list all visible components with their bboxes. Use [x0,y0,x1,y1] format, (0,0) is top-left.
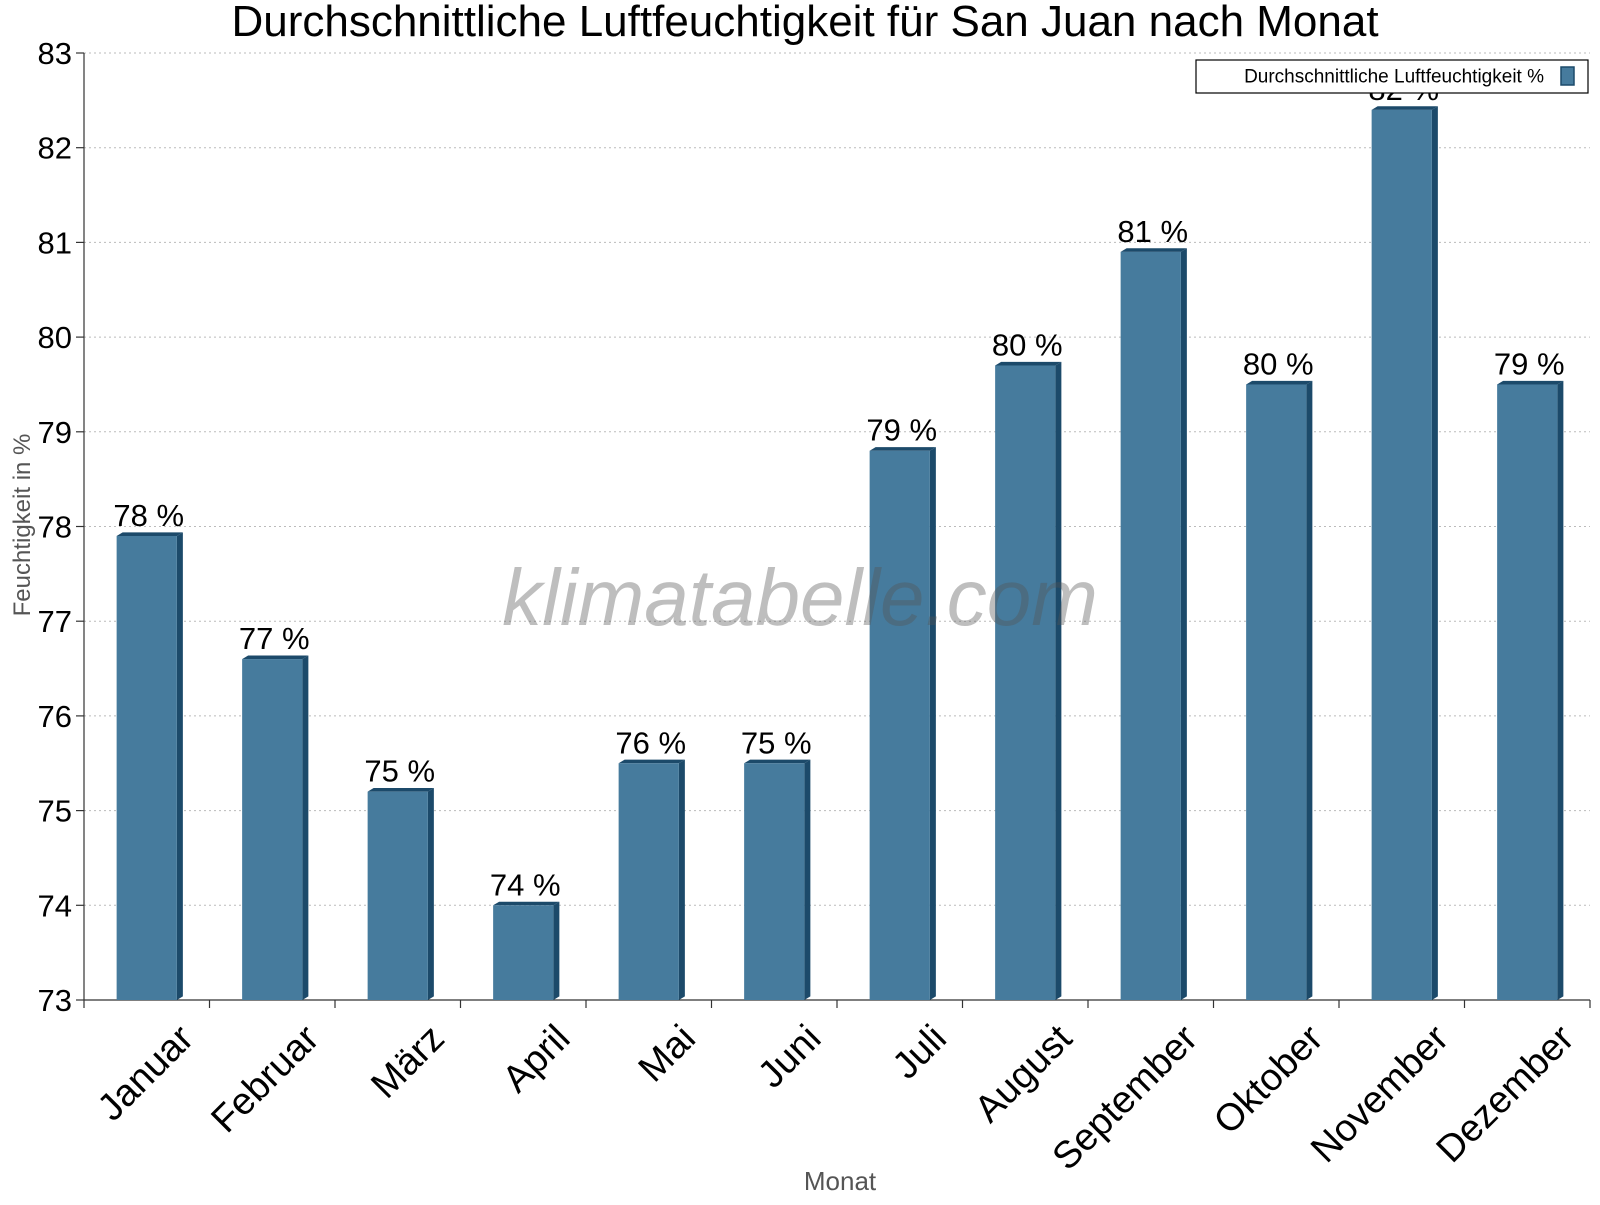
bar-top [1120,248,1187,252]
bar-side [553,901,560,1000]
data-label: 81 % [1117,214,1188,249]
bar-top [116,532,183,536]
bar [242,659,303,1000]
grid-lines [84,52,1590,906]
bar-side [1180,248,1187,1000]
data-label: 77 % [239,621,310,656]
bar-side [176,532,183,1000]
bar-side [302,655,309,1000]
x-tick-label: Juli [885,1017,955,1087]
x-tick-label: August [967,1017,1081,1131]
bar-side [1055,361,1062,1000]
y-axis-title: Feuchtigkeit in % [9,434,36,617]
y-tick-label: 79 [38,415,72,450]
bar-side [929,447,936,1000]
x-tick-label: März [363,1017,452,1106]
bar-side [804,759,811,1000]
bar [493,905,554,1000]
bar [869,450,930,1000]
y-tick-label: 73 [38,983,72,1018]
bar [1497,384,1558,1000]
x-tick-label: Februar [203,1017,327,1141]
bar [744,763,805,1000]
data-labels: 78 % 77 % 75 % 74 % 76 % 75 % 79 % 80 % 81 % 80 %… [113,72,1564,902]
bar-top [744,759,811,764]
bar-top [242,655,309,660]
y-tick-label: 77 [38,604,72,639]
bar-top [1246,380,1313,385]
y-tick-label: 75 [38,794,72,829]
bars [116,106,1564,1001]
bar [116,535,177,1000]
y-tick-label: 76 [38,699,72,734]
x-tick-label: Januar [90,1017,202,1129]
bar-top [1371,106,1438,110]
watermark: klimatabelle.com [502,553,1098,642]
y-tick-label: 82 [38,131,72,166]
data-label: 74 % [490,867,561,902]
y-tick-label: 74 [38,888,72,923]
legend: Durchschnittliche Luftfeuchtigkeit % [1195,59,1589,94]
bar [1120,251,1181,1000]
bar-top [367,788,434,792]
bar [1246,384,1307,1000]
x-axis-title: Monat [804,1166,877,1196]
bar [1371,109,1432,1000]
bar-side [427,788,434,1000]
bar-top [995,361,1062,366]
data-label: 79 % [866,413,937,448]
bar-side [1306,380,1313,1001]
bar-top [1497,380,1564,385]
y-tick-label: 83 [38,36,72,71]
x-tick-label: Dezember [1429,1017,1583,1171]
legend-box [1195,59,1589,94]
x-tick-label: April [495,1017,578,1100]
x-tick-label: Oktober [1206,1017,1332,1143]
data-label: 78 % [113,498,184,533]
data-label: 80 % [992,328,1063,363]
data-label: 80 % [1243,346,1314,381]
data-label: 75 % [364,754,435,789]
bar-side [1431,106,1438,1001]
bar [618,763,679,1000]
y-tick-label: 78 [38,510,72,545]
bar [995,365,1056,1000]
legend-label: Durchschnittliche Luftfeuchtigkeit % [1244,67,1544,88]
data-label: 76 % [615,725,686,760]
y-tick-label: 81 [38,225,72,260]
bar-top [493,901,560,906]
x-tick-label: Juni [750,1017,829,1096]
data-label: 79 % [1494,346,1565,381]
data-label: 75 % [741,725,812,760]
chart-title: Durchschnittliche Luftfeuchtigkeit für S… [231,0,1378,46]
bar-top [618,759,685,764]
y-tick-label: 80 [38,320,72,355]
legend-swatch [1560,66,1575,86]
bar-side [1557,380,1564,1001]
x-tick-label: Mai [631,1017,704,1090]
bar-top [869,447,936,451]
bar-side [678,759,685,1000]
bar [367,791,428,1000]
